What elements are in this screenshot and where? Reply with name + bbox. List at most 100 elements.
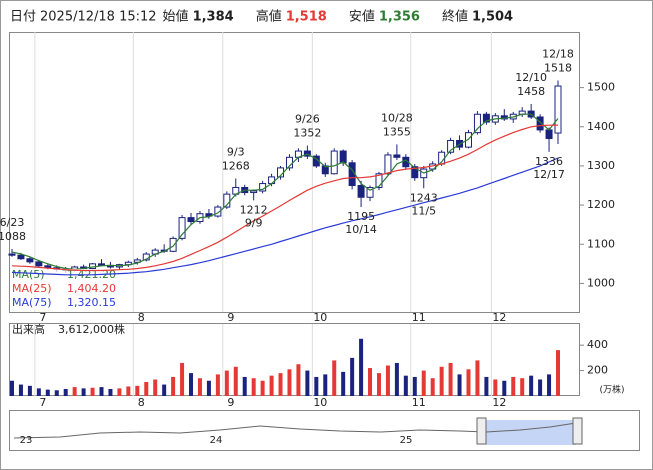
volume-bar [10,380,14,396]
volume-bar [502,380,507,396]
volume-bar [269,375,274,396]
legend-bg [10,297,118,310]
volume-bar [538,379,543,396]
y-tick-label: 1000 [587,276,615,289]
annotation-price: 1243 [410,191,438,204]
volume-bar [296,364,301,396]
volume-bar [547,374,552,396]
navigator-selection[interactable] [486,420,576,445]
volume-bar [430,378,435,396]
volume-bar [108,389,113,396]
x-tick-label: 7 [39,311,46,324]
legend-bg [10,283,118,296]
navigator-panel [9,410,640,451]
x-tick-label: 10 [313,311,327,324]
field-value: 1,356 [379,10,420,25]
annotation-price: 1268 [222,159,250,172]
candle-body [35,261,43,267]
candle-body [447,139,455,153]
ma-line [11,157,559,276]
y-tick-label: 1300 [587,159,615,172]
field-name: 始値 [163,9,189,25]
annotation-date: 11/5 [411,204,436,217]
volume-bar [171,376,176,396]
volume-bar [206,380,211,396]
ma-line [11,113,559,270]
candle-body [411,166,419,179]
volume-bar [153,379,158,396]
legend-name: MA(5) [12,268,45,281]
volume-bar [493,379,498,396]
ma-line [11,124,559,272]
annotation-price: 1518 [544,62,572,75]
legend-value: 1,404.20 [67,282,116,295]
volume-bar [287,369,292,396]
candle-body [536,116,544,131]
volume-title: 出来高 [12,322,45,336]
volume-bar [144,382,149,396]
volume-bar [54,390,59,396]
volume-bar [412,376,417,396]
field-value: 2025/12/18 15:12 [40,10,157,25]
volume-bar [475,360,480,396]
volume-bar [260,380,265,396]
candle-body [366,186,374,198]
x-tick-label: 12 [492,396,506,409]
annotation-date: 12/18 [542,48,574,61]
volume-bar [385,365,390,396]
volume-bar [332,360,337,396]
volume-bar [403,375,408,396]
volume-bar [99,387,104,396]
legend-bg [10,269,118,282]
volume-bar [117,388,122,396]
field-name: 安値 [349,9,375,25]
annotation-price: 1458 [517,85,545,98]
volume-bar [180,362,185,396]
x-tick-label: 12 [492,311,506,324]
legend-name: MA(75) [12,296,52,309]
legend-name: MA(25) [12,282,52,295]
volume-bar [215,374,220,396]
candle-body [393,154,401,158]
volume-tick-label: 400 [587,338,608,351]
annotation-price: 1336 [535,155,563,168]
candle-body [375,173,383,188]
volume-bar [314,376,319,396]
header: 日付 2025/12/18 15:12 始値 1,384 高値 1,518 安値 1,356 終… [10,9,513,25]
annotation-price: 1195 [347,210,375,223]
annotation-date: 6/23 [0,216,24,229]
volume-bar [233,366,238,396]
candle-body [26,258,34,263]
volume-bar [242,376,247,396]
candle-body [8,253,16,256]
field-name: 終値 [442,9,468,25]
candle-body [169,237,177,252]
annotation-date: 10/14 [345,223,377,236]
volume-bar [466,369,471,396]
candle-body [554,85,562,134]
candle-body [214,206,222,217]
navigator-label: 23 [20,435,33,446]
candle-body [17,254,25,260]
volume-bar [251,378,256,396]
volume-bar [18,384,23,396]
annotation-date: 10/28 [381,111,413,124]
volume-bar [359,338,364,396]
volume-bar [81,388,86,396]
annotation-price: 1088 [0,230,26,243]
volume-bar [484,376,489,396]
candle-body [357,185,365,198]
annotation-date: 9/9 [245,216,263,229]
candle-body [473,113,481,134]
candle-body [178,217,186,239]
volume-bar [90,387,95,396]
candle-body [384,154,392,175]
candle-body [330,150,338,175]
volume-bar [439,366,444,396]
annotation-date: 9/3 [227,145,245,158]
annotation-date: 12/10 [515,71,547,84]
navigator-handle[interactable] [572,417,583,445]
navigator-handle[interactable] [476,417,487,445]
annotation-price: 1355 [383,125,411,138]
